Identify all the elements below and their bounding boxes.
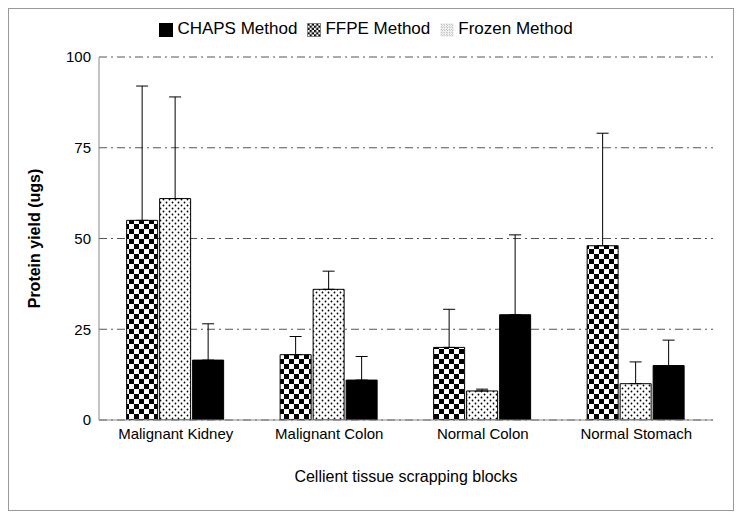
svg-text:75: 75	[74, 139, 91, 156]
svg-text:25: 25	[74, 321, 91, 338]
svg-text:100: 100	[66, 48, 91, 65]
svg-text:Malignant Colon: Malignant Colon	[275, 425, 383, 442]
svg-text:Normal Colon: Normal Colon	[437, 425, 529, 442]
svg-text:Protein yield (ugs): Protein yield (ugs)	[26, 169, 43, 309]
html-text:Frozen Method: Frozen Method	[458, 19, 573, 38]
svg-text:Normal Stomach: Normal Stomach	[580, 425, 692, 442]
svg-text:Malignant Kidney: Malignant Kidney	[118, 425, 234, 442]
html-text:CHAPS Method: CHAPS Method	[177, 19, 298, 38]
svg-text:0: 0	[83, 411, 91, 428]
html-text:FFPE Method: FFPE Method	[325, 19, 431, 38]
svg-text:Cellient tissue scrapping bloc: Cellient tissue scrapping blocks	[294, 468, 517, 485]
svg-text:50: 50	[74, 230, 91, 247]
